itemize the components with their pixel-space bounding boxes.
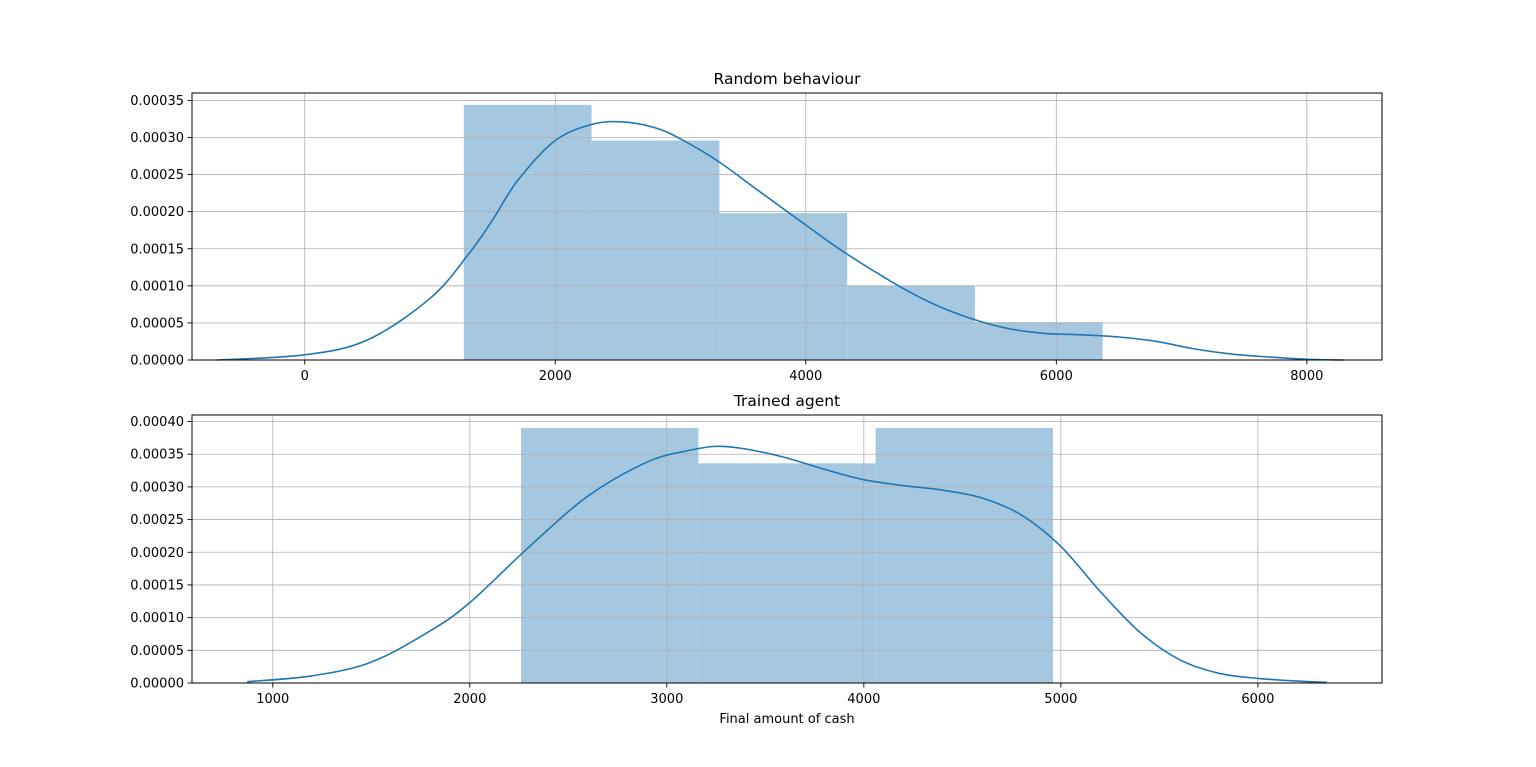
histogram-bar: [719, 213, 848, 360]
x-tick-label: 4000: [847, 692, 880, 707]
x-tick-label: 6000: [1241, 692, 1274, 707]
y-tick-label: 0.00005: [130, 644, 184, 659]
y-tick-label: 0.00020: [130, 546, 184, 561]
x-axis-label-trained-agent: Final amount of cash: [719, 712, 854, 727]
x-tick-label: 8000: [1290, 369, 1323, 384]
y-tick-label: 0.00035: [130, 94, 184, 109]
y-tick-label: 0.00025: [130, 168, 184, 183]
y-tick-label: 0.00025: [130, 513, 184, 528]
y-tick-label: 0.00035: [130, 448, 184, 463]
x-tick-label: 5000: [1044, 692, 1077, 707]
chart-title-trained-agent: Trained agent: [733, 392, 840, 410]
y-tick-label: 0.00020: [130, 205, 184, 220]
kde-line: [247, 445, 1327, 684]
x-tick-label: 0: [301, 369, 309, 384]
y-tick-label: 0.00015: [130, 578, 184, 593]
y-tick-label: 0.00015: [130, 242, 184, 257]
histogram-bar: [875, 428, 1053, 683]
y-tick-label: 0.00010: [130, 611, 184, 626]
y-tick-label: 0.00030: [130, 131, 184, 146]
histogram-bar: [521, 428, 699, 683]
subplot-trained-agent: 1000 2000 3000 4000 5000 6000 0.00000 0.00005 0.…: [130, 392, 1383, 727]
x-tick-label: 1000: [256, 692, 289, 707]
y-tick-label: 0.00030: [130, 480, 184, 495]
x-tick-label: 3000: [650, 692, 683, 707]
axes-frame: [191, 414, 1383, 684]
x-tick-label: 2000: [453, 692, 486, 707]
y-tick-label: 0.00000: [130, 354, 184, 369]
y-tick-label: 0.00040: [130, 415, 184, 430]
kde-line: [217, 120, 1345, 361]
plot-area-random-behaviour: 0 2000 4000 6000 8000 0.00000 0.00005 0.00010 0.…: [130, 92, 1383, 384]
x-tick-label: 2000: [539, 369, 572, 384]
y-tick-label: 0.00000: [130, 677, 184, 692]
histogram-bar: [698, 463, 876, 683]
y-tick-label: 0.00010: [130, 279, 184, 294]
plot-area-trained-agent: 1000 2000 3000 4000 5000 6000 0.00000 0.00005 0.…: [130, 414, 1383, 707]
y-tick-label: 0.00005: [130, 316, 184, 331]
axes-frame: [191, 92, 1383, 361]
chart-title-random-behaviour: Random behaviour: [714, 70, 862, 88]
x-tick-label: 6000: [1040, 369, 1073, 384]
histogram-bar: [591, 140, 720, 360]
x-tick-label: 4000: [789, 369, 822, 384]
subplot-random-behaviour: 0 2000 4000 6000 8000 0.00000 0.00005 0.00010 0.…: [130, 70, 1383, 384]
histogram-bar: [463, 104, 592, 360]
histogram-bar: [974, 322, 1103, 360]
